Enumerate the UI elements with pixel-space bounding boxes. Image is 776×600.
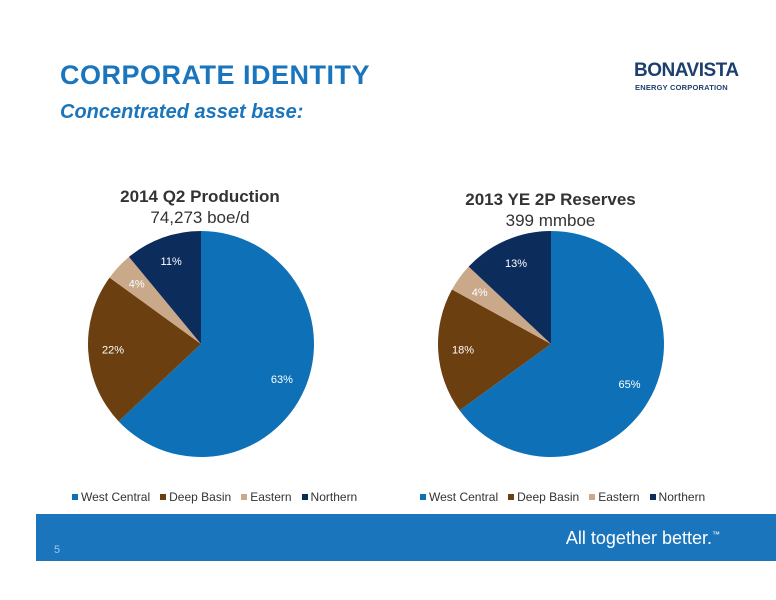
legend-label: Deep Basin bbox=[517, 490, 580, 504]
logo-tagline: ENERGY CORPORATION bbox=[635, 83, 728, 92]
legend-label: West Central bbox=[81, 490, 151, 504]
pie-label-deep-basin: 22% bbox=[102, 345, 124, 357]
company-logo: BONAVISTA ENERGY CORPORATION bbox=[634, 60, 739, 94]
pie-slice-northern bbox=[468, 231, 551, 344]
pie-slice-west-central bbox=[118, 231, 314, 457]
page-number: 5 bbox=[54, 544, 61, 556]
footer-tagline: All together better.™ bbox=[566, 528, 720, 549]
chart-2-subtitle: 399 mmboe bbox=[505, 211, 596, 230]
legend-label: Deep Basin bbox=[169, 490, 232, 504]
chart-1-pie: 63% 22% 4% 11% bbox=[87, 231, 314, 457]
legend-item-west-central: West Central bbox=[72, 490, 150, 504]
legend-swatch bbox=[420, 494, 426, 500]
legend-swatch bbox=[301, 494, 308, 500]
legend-item-eastern: Eastern bbox=[589, 490, 640, 504]
pie-slice-eastern bbox=[451, 266, 551, 344]
legend-swatch bbox=[589, 494, 596, 500]
chart-1-title-block: 2014 Q2 Production 74,273 boe/d bbox=[95, 186, 305, 228]
trademark-symbol: ™ bbox=[712, 530, 720, 539]
footer-bar: 5 All together better.™ bbox=[36, 514, 776, 561]
pie-label-west-central: 63% bbox=[271, 374, 293, 386]
legend-label: Northern bbox=[310, 490, 358, 504]
chart-2-pie: 65% 18% 4% 13% bbox=[438, 231, 664, 457]
pie-slice-eastern bbox=[109, 256, 201, 344]
pie-label-northern: 13% bbox=[505, 258, 527, 270]
legend-item-northern: Northern bbox=[301, 490, 358, 504]
footer-tagline-text: All together better. bbox=[565, 528, 712, 548]
legend-item-northern: Northern bbox=[649, 490, 706, 504]
legend-label: Northern bbox=[658, 490, 706, 504]
chart-2-legend: West Central Deep Basin Eastern Northern bbox=[420, 490, 705, 504]
legend-swatch bbox=[160, 494, 167, 500]
legend-item-eastern: Eastern bbox=[241, 490, 292, 504]
pie-label-northern: 11% bbox=[161, 256, 182, 268]
legend-label: Eastern bbox=[598, 490, 640, 504]
chart-2-title-block: 2013 YE 2P Reserves 399 mmboe bbox=[443, 189, 658, 231]
legend-label: West Central bbox=[429, 490, 499, 504]
pie-label-eastern: 4% bbox=[472, 287, 488, 299]
pie-label-deep-basin: 18% bbox=[452, 345, 474, 357]
pie-slice-northern bbox=[128, 231, 201, 344]
legend-label: Eastern bbox=[250, 490, 292, 504]
page-subtitle: Concentrated asset base: bbox=[60, 101, 304, 123]
pie-label-eastern: 4% bbox=[129, 279, 145, 291]
legend-swatch bbox=[72, 494, 78, 500]
chart-1-subtitle: 74,273 boe/d bbox=[150, 208, 250, 227]
legend-item-deep-basin: Deep Basin bbox=[508, 490, 579, 504]
legend-swatch bbox=[649, 494, 656, 500]
pie-slice-deep-basin bbox=[87, 277, 201, 422]
legend-swatch bbox=[508, 494, 515, 500]
pie-slice-deep-basin bbox=[438, 289, 551, 411]
chart-1-legend: West Central Deep Basin Eastern Northern bbox=[72, 490, 357, 504]
page-title: CORPORATE IDENTITY bbox=[60, 60, 371, 90]
pie-label-west-central: 65% bbox=[619, 379, 641, 391]
legend-swatch bbox=[241, 494, 248, 500]
logo-name: BONAVISTA bbox=[634, 60, 739, 81]
legend-item-west-central: West Central bbox=[420, 490, 498, 504]
pie-slice-west-central bbox=[459, 231, 664, 457]
chart-2-title: 2013 YE 2P Reserves bbox=[465, 190, 636, 209]
chart-1-title: 2014 Q2 Production bbox=[120, 187, 280, 206]
legend-item-deep-basin: Deep Basin bbox=[160, 490, 231, 504]
